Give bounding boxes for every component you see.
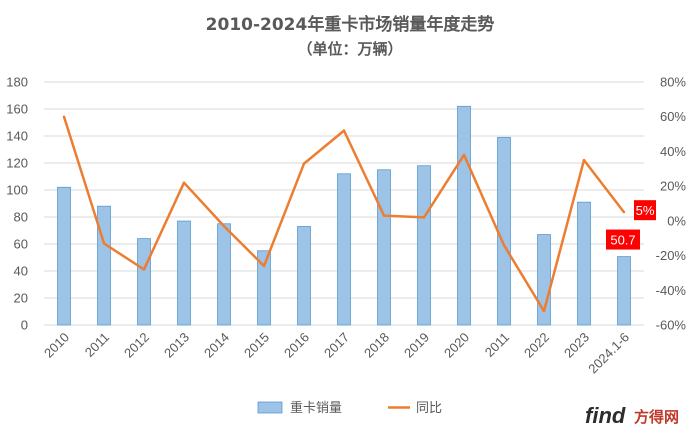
- sales-bar: [257, 250, 271, 326]
- x-tick-label: 2012: [121, 330, 152, 361]
- yoy-point: [462, 153, 466, 157]
- x-tick-label: 2023: [561, 330, 592, 361]
- left-axis-ticks: 0 20 40 60 80 100 120 140 160 180: [6, 75, 28, 333]
- right-tick-label: 0%: [667, 213, 686, 228]
- x-tick-label: 2013: [161, 330, 192, 361]
- sales-bar: [177, 220, 191, 326]
- legend: 重卡销量 同比: [257, 400, 442, 416]
- x-tick-label: 2017: [321, 330, 352, 361]
- left-tick-label: 20: [14, 291, 28, 306]
- legend-label-sales: 重卡销量: [290, 400, 342, 416]
- left-tick-label: 160: [6, 102, 28, 117]
- chart-subtitle: （单位：万辆）: [297, 40, 402, 58]
- left-tick-label: 120: [6, 156, 28, 171]
- yoy-point: [582, 158, 586, 162]
- right-tick-label: -60%: [656, 318, 687, 333]
- x-tick-label: 2022: [521, 330, 552, 361]
- sales-bar: [617, 256, 631, 326]
- callouts: 5%50.7: [606, 200, 656, 250]
- yoy-point: [222, 224, 226, 228]
- yoy-point: [102, 242, 106, 245]
- sales-bar: [497, 136, 511, 326]
- sales-bar: [137, 238, 151, 326]
- x-tick-label: 2018: [361, 330, 392, 361]
- sales-bar: [417, 165, 431, 326]
- legend-swatch-sales: [257, 401, 283, 414]
- yoy-point: [262, 264, 266, 268]
- left-tick-label: 60: [14, 237, 28, 252]
- left-tick-label: 140: [6, 129, 28, 144]
- left-tick-label: 0: [21, 318, 28, 333]
- sales-bar: [57, 186, 71, 326]
- x-tick-label: 2014: [201, 330, 232, 361]
- yoy-point: [142, 268, 146, 271]
- x-tick-label: 2015: [241, 330, 272, 361]
- left-tick-label: 80: [14, 210, 28, 225]
- yoy-point: [342, 129, 346, 132]
- callout-box: [606, 229, 640, 250]
- yoy-point: [622, 210, 626, 214]
- left-tick-label: 100: [6, 183, 28, 198]
- sales-bar: [217, 223, 231, 326]
- sales-bar: [297, 226, 311, 326]
- right-tick-label: -40%: [656, 283, 687, 298]
- yoy-point: [542, 309, 546, 313]
- right-tick-label: 80%: [660, 75, 686, 90]
- right-tick-label: 20%: [660, 179, 686, 194]
- x-tick-label: 2019: [401, 330, 432, 361]
- x-tick-label: 2024.1-6: [585, 330, 632, 377]
- yoy-line: [62, 115, 626, 313]
- left-tick-label: 40: [14, 264, 28, 279]
- x-tick-label: 2016: [281, 330, 312, 361]
- sales-bar: [577, 201, 591, 326]
- callout-label: 5%: [636, 203, 655, 218]
- watermark-brand: find: [585, 403, 626, 428]
- right-axis-ticks: -60% -40% -20% 0% 20% 40% 60% 80%: [656, 75, 687, 333]
- right-tick-label: -20%: [656, 248, 687, 263]
- x-tick-label: 2011: [482, 330, 512, 360]
- sales-bar: [457, 105, 471, 326]
- callout-label: 50.7: [610, 233, 635, 248]
- yoy-point: [502, 243, 506, 247]
- watermark-cn: 方得网: [634, 408, 679, 426]
- right-tick-label: 60%: [660, 109, 686, 124]
- yoy-point: [382, 214, 386, 217]
- x-tick-label: 2011: [82, 330, 112, 360]
- right-tick-label: 40%: [660, 144, 686, 159]
- sales-bar: [377, 169, 391, 326]
- callout-box: [634, 200, 656, 221]
- yoy-point: [302, 162, 306, 165]
- x-tick-label: 2010: [41, 330, 72, 361]
- left-tick-label: 180: [6, 75, 28, 90]
- sales-bar: [97, 205, 111, 326]
- yoy-point: [182, 181, 186, 184]
- legend-label-yoy: 同比: [416, 401, 442, 416]
- sales-bar: [337, 173, 351, 326]
- x-tick-label: 2020: [441, 330, 472, 361]
- chart-title: 2010-2024年重卡市场销量年度走势: [206, 14, 495, 35]
- watermark-logo: find 方得网: [585, 403, 679, 428]
- x-axis-ticks: 2010 2011 2012 2013 2014 2015 2016 2017 2018 2019…: [41, 330, 632, 377]
- sales-bars: [57, 105, 631, 326]
- yoy-point: [62, 115, 66, 118]
- yoy-point: [422, 216, 426, 219]
